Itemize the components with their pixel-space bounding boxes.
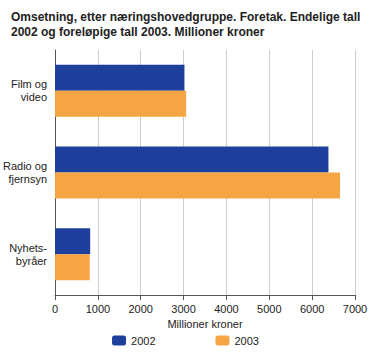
- svg-text:5000: 5000: [257, 303, 281, 315]
- svg-text:Film og: Film og: [11, 78, 47, 90]
- svg-text:Nyhets-: Nyhets-: [9, 242, 47, 254]
- svg-text:byråer: byråer: [16, 255, 48, 267]
- svg-text:video: video: [21, 91, 47, 103]
- svg-text:6000: 6000: [300, 303, 324, 315]
- svg-text:0: 0: [52, 303, 58, 315]
- svg-text:3000: 3000: [171, 303, 195, 315]
- svg-text:1000: 1000: [86, 303, 110, 315]
- svg-text:Millioner kroner: Millioner kroner: [167, 318, 243, 330]
- svg-text:4000: 4000: [214, 303, 238, 315]
- svg-text:2002: 2002: [131, 335, 155, 347]
- svg-text:2000: 2000: [128, 303, 152, 315]
- svg-text:2003: 2003: [235, 335, 259, 347]
- svg-text:7000: 7000: [343, 303, 367, 315]
- svg-text:Radio og: Radio og: [3, 160, 47, 172]
- svg-text:fjernsyn: fjernsyn: [9, 173, 48, 185]
- svg-text:Omsetning, etter næringshovedg: Omsetning, etter næringshovedgruppe. For…: [11, 10, 364, 24]
- svg-text:2002 og foreløpige tall 2003.: 2002 og foreløpige tall 2003. Millioner …: [11, 25, 265, 39]
